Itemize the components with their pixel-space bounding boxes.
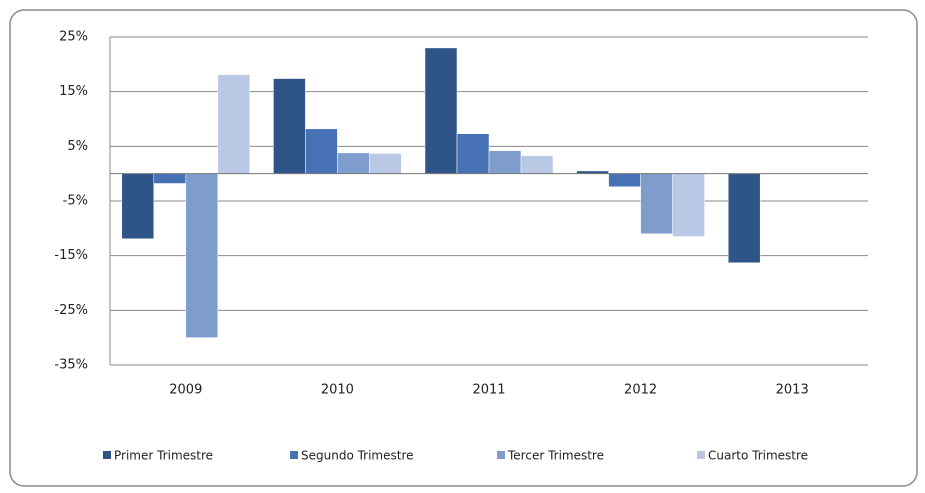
- x-tick-label: 2013: [776, 383, 809, 398]
- bar: [273, 78, 306, 174]
- bar: [520, 155, 554, 174]
- y-tick-label: -35%: [54, 358, 88, 373]
- x-tick-label: 2010: [321, 383, 354, 398]
- y-tick-label: -25%: [54, 303, 88, 318]
- bar: [337, 152, 370, 174]
- legend-swatch: [103, 451, 111, 459]
- bar: [488, 150, 522, 174]
- legend-label: Tercer Trimestre: [507, 449, 604, 463]
- legend-swatch: [497, 451, 505, 459]
- x-tick-label: 2012: [624, 383, 657, 398]
- legend-swatch: [290, 451, 298, 459]
- y-tick-label: -15%: [54, 248, 88, 263]
- bar: [185, 173, 219, 338]
- bar: [217, 74, 251, 174]
- bar: [608, 173, 641, 188]
- y-tick-label: -5%: [63, 194, 88, 209]
- y-tick-label: 5%: [67, 139, 88, 154]
- legend: Primer Trimestre Segundo Trimestre Tercer …: [103, 449, 808, 463]
- legend-label: Cuarto Trimestre: [708, 449, 808, 463]
- bar: [153, 173, 187, 184]
- bar: [121, 173, 155, 239]
- x-tick-label: 2009: [169, 383, 202, 398]
- legend-swatch: [697, 451, 705, 459]
- legend-label: Segundo Trimestre: [301, 449, 414, 463]
- bar: [424, 47, 458, 174]
- y-tick-label: 15%: [59, 84, 88, 99]
- x-tick-label: 2011: [472, 383, 505, 398]
- chart-frame: [9, 9, 918, 487]
- y-tick-label: 25%: [59, 30, 88, 45]
- bar: [456, 133, 490, 174]
- bar: [672, 173, 705, 237]
- bar: [305, 128, 338, 174]
- bar: [369, 153, 402, 174]
- legend-label: Primer Trimestre: [114, 449, 213, 463]
- bar: [640, 173, 673, 235]
- bar: [727, 173, 761, 264]
